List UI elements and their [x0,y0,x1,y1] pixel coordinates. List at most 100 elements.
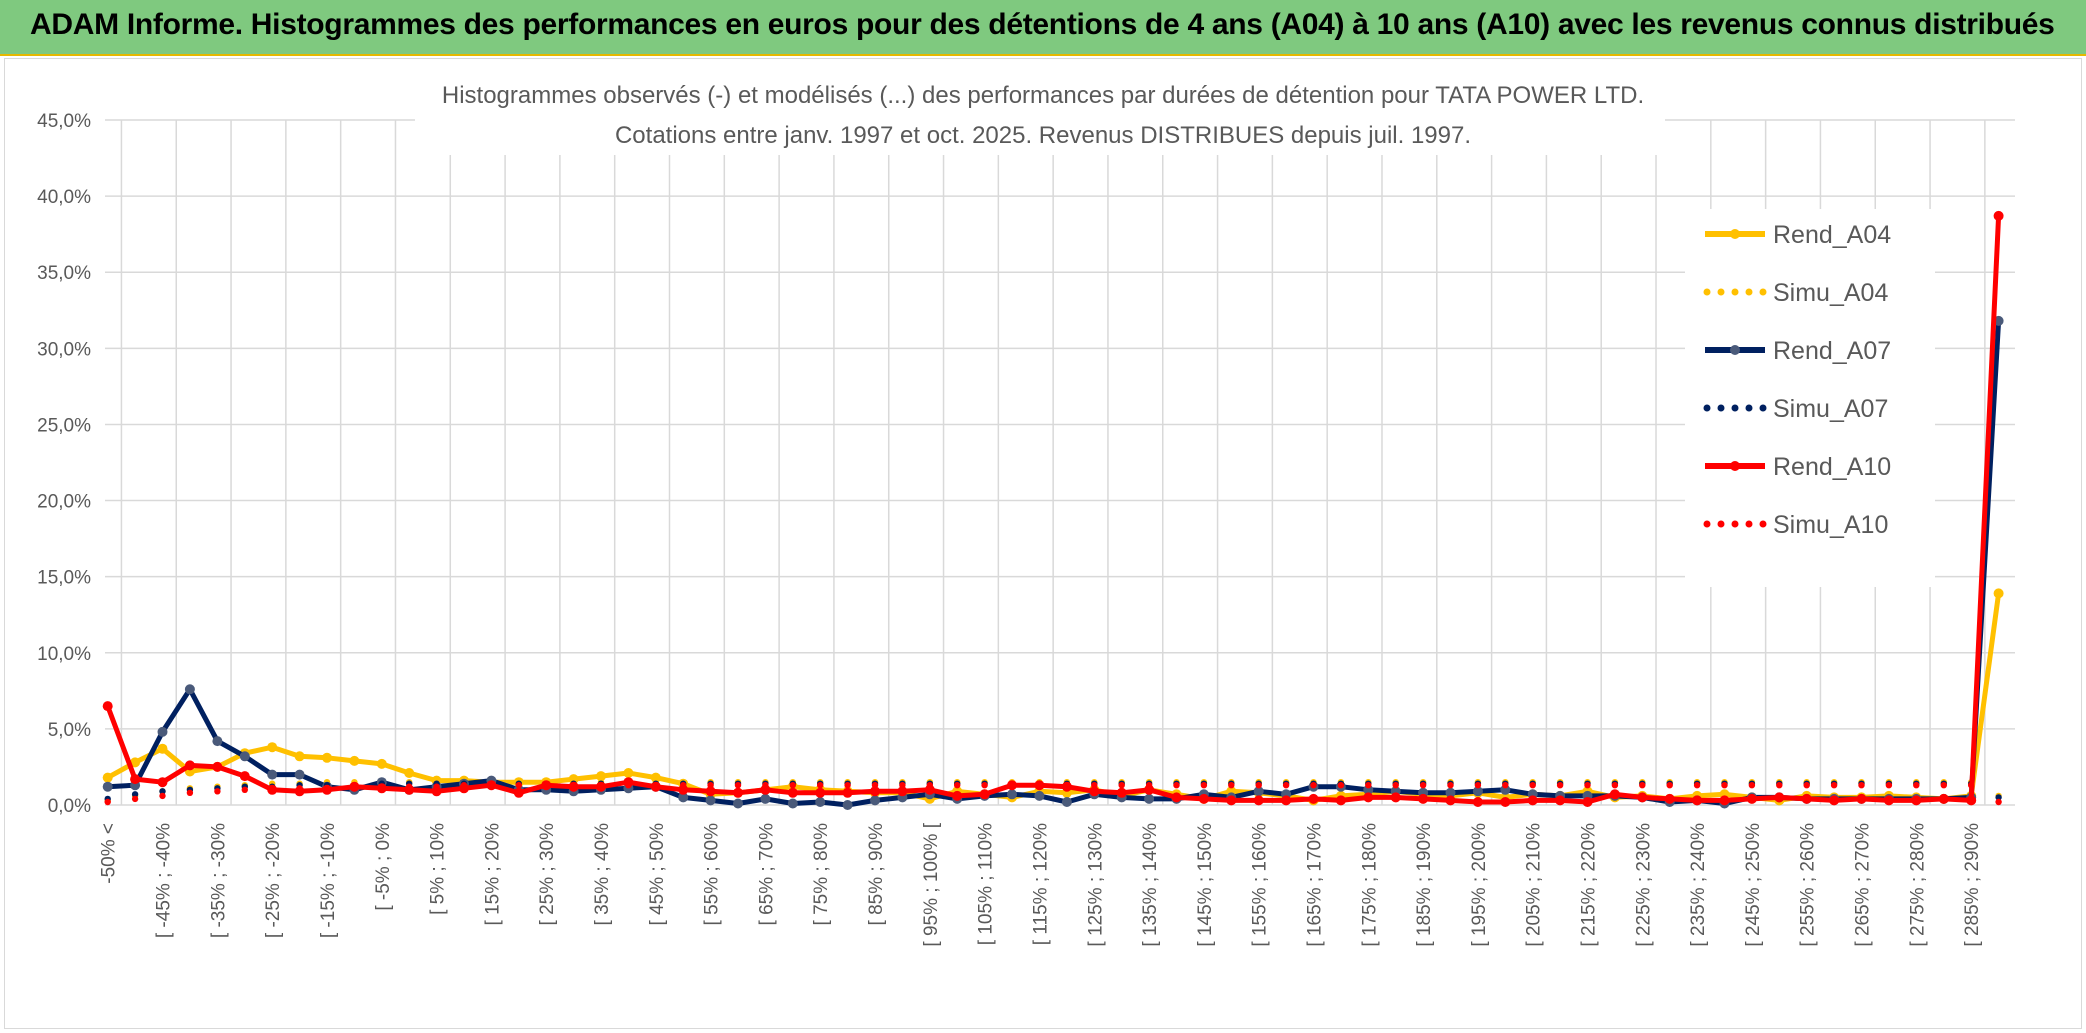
x-tick-label: [ -15% ; -10% [318,823,339,938]
legend-dot [1745,404,1753,412]
data-point [652,782,659,789]
data-point [1008,782,1016,789]
x-tick-label: [ 35% ; 40% [592,823,613,926]
legend-item-rend-a07: Rend_A07 [1705,337,1891,365]
data-point [787,787,798,798]
data-point [1637,792,1648,803]
data-point [1036,782,1043,789]
data-point [1746,793,1757,804]
data-point [1911,795,1922,806]
data-point [351,783,358,790]
series-line-Rend_A10 [105,215,2002,805]
data-point [433,783,440,790]
data-point [184,684,195,695]
data-point [842,787,853,798]
x-tick-label: [ 285% ; 290% [1962,823,1983,947]
data-point [1966,795,1977,806]
data-point [184,760,195,771]
legend-item-simu-a10: Simu_A10 [1703,511,1888,539]
x-tick-label: [ -25% ; -20% [263,823,284,938]
x-tick-label: [ 75% ; 80% [811,823,832,926]
data-point [981,782,988,789]
data-point [815,797,826,807]
y-tick-label: 0,0% [48,796,91,817]
data-point [1418,793,1429,804]
legend-item-rend-a10: Rend_A10 [1705,453,1891,481]
x-tick-label: [ 165% ; 170% [1304,823,1325,947]
data-point [1885,782,1893,789]
data-point [760,784,771,795]
legend-marker [1730,345,1740,355]
legend-marker [1730,229,1740,239]
x-tick-label: [ 15% ; 20% [482,823,503,926]
legend-item-simu-a04: Simu_A04 [1703,279,1888,307]
x-tick-label: [ 45% ; 50% [647,823,668,926]
data-point [815,787,826,798]
data-point [678,784,689,795]
data-point [404,768,415,778]
data-point [1774,792,1785,803]
legend-label: Simu_A07 [1773,395,1888,423]
legend-label: Rend_A10 [1773,453,1891,481]
legend-label: Rend_A04 [1773,221,1891,249]
data-point [760,793,771,804]
legend-item-rend-a04: Rend_A04 [1705,221,1891,249]
data-point [1445,787,1456,798]
data-point [1995,798,2002,806]
x-tick-label: -50% < [99,823,120,884]
x-tick-label: [ 195% ; 200% [1469,823,1490,947]
data-point [376,758,387,769]
legend-dot [1759,404,1767,412]
data-point [1337,782,1345,789]
data-point [1529,782,1536,789]
data-point [705,795,716,806]
x-tick-label: [ 265% ; 270% [1853,823,1874,947]
data-point [1500,797,1511,807]
data-point [406,783,413,790]
data-point [1228,782,1235,789]
data-point [842,800,853,810]
data-point [267,742,278,753]
chart-title-group: Histogrammes observés (-) et modélisés (… [415,75,1665,155]
x-tick-label: [ 205% ; 210% [1524,823,1545,947]
data-point [596,771,606,782]
y-tick-label: 40,0% [37,187,91,208]
data-point [844,782,851,789]
data-point [707,782,714,789]
data-point [1200,782,1208,789]
legend-label: Rend_A07 [1773,337,1891,365]
data-point [214,788,221,795]
data-point [131,795,139,803]
data-point [1801,793,1812,804]
data-point [212,736,223,747]
x-tick-label: [ 215% ; 220% [1579,823,1600,947]
data-point [680,782,687,789]
legend-background [1685,209,1935,587]
data-point [1748,782,1756,789]
performance-histogram-chart: 0,0% 5,0% 10,0% 15,0% 20,0% 25,0% 30,0% 35,0% 40… [37,75,2015,947]
data-point [733,798,743,809]
y-tick-label: 30,0% [37,339,91,360]
data-point [623,768,634,778]
x-tick-label: [ 255% ; 260% [1798,823,1819,947]
data-point [1198,793,1209,804]
data-point [1527,795,1538,806]
x-tick-label: [ 275% ; 280% [1907,823,1928,947]
data-point [1995,794,2002,801]
legend-dot [1745,288,1753,296]
data-point [1692,795,1703,806]
legend-marker [1730,461,1740,471]
data-point [787,798,798,809]
data-point [1226,795,1237,806]
x-tick-label: [ 55% ; 60% [702,823,723,926]
data-point [1639,782,1646,789]
x-tick-label: [ 245% ; 250% [1743,823,1764,947]
data-point [924,784,935,795]
data-point [1308,793,1319,804]
data-point [1474,782,1482,789]
x-tick-label: [ 175% ; 180% [1359,823,1380,947]
data-point [241,786,248,793]
data-point [1335,795,1346,806]
x-tick-label: [ 235% ; 240% [1688,823,1709,947]
data-point [926,782,933,789]
